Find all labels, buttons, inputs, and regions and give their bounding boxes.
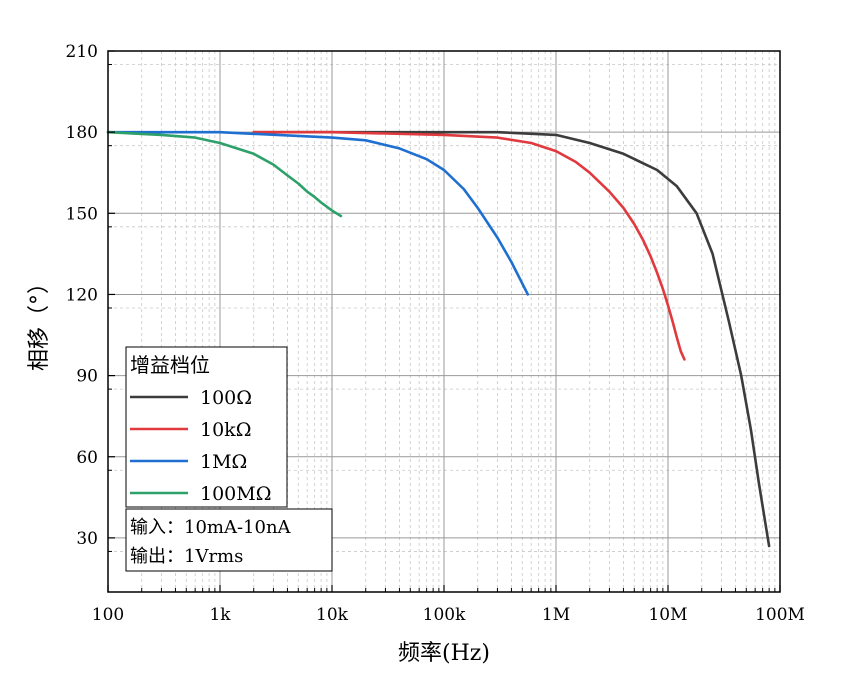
axis-ticks xyxy=(107,50,781,592)
series-layer xyxy=(106,130,771,548)
y-tick-label: 180 xyxy=(66,123,98,143)
legend-box xyxy=(125,346,288,508)
y-tick-label: 30 xyxy=(76,529,98,549)
x-tick-label: 100 xyxy=(92,605,124,625)
series-line-10kΩ xyxy=(252,130,686,361)
legend-label: 1MΩ xyxy=(200,451,247,473)
series-line-1MΩ xyxy=(106,130,530,296)
legend-title: 增益档位 xyxy=(130,353,210,377)
x-tick-label: 100M xyxy=(755,605,805,625)
note-input-line: 输入：10mA-10nA xyxy=(130,517,292,538)
legend-entries: 100Ω 10kΩ 1MΩ 100MΩ xyxy=(130,387,271,505)
y-tick-label: 60 xyxy=(76,448,98,468)
y-tick-label: 90 xyxy=(76,367,98,387)
series-line-100MΩ xyxy=(106,130,343,218)
legend: 增益档位 100Ω 10kΩ 1MΩ 100MΩ xyxy=(125,346,288,508)
x-tick-label: 10M xyxy=(648,605,687,625)
x-tick-label: 10k xyxy=(316,605,349,625)
input-output-note: 输入：10mA-10nA 输出：1Vrms xyxy=(125,508,333,572)
legend-label: 10kΩ xyxy=(200,419,251,441)
series-line-100Ω xyxy=(252,130,771,548)
y-axis-title: 相移（°） xyxy=(27,272,52,371)
y-tick-label: 210 xyxy=(66,42,98,62)
note-box xyxy=(125,508,333,572)
x-tick-label: 1M xyxy=(542,605,570,625)
y-tick-label: 120 xyxy=(66,285,98,305)
x-axis-title: 频率(Hz) xyxy=(398,641,490,666)
note-output-line: 输出：1Vrms xyxy=(130,546,243,567)
x-tick-label: 100k xyxy=(423,605,466,625)
legend-label: 100Ω xyxy=(200,387,252,409)
x-tick-label: 1k xyxy=(209,605,231,625)
tick-labels: 100 1k 10k 100k 1M 10M 100M 30 60 90 120 150 180 210 xyxy=(66,42,805,625)
legend-label: 100MΩ xyxy=(200,483,271,505)
y-tick-label: 150 xyxy=(66,204,98,224)
